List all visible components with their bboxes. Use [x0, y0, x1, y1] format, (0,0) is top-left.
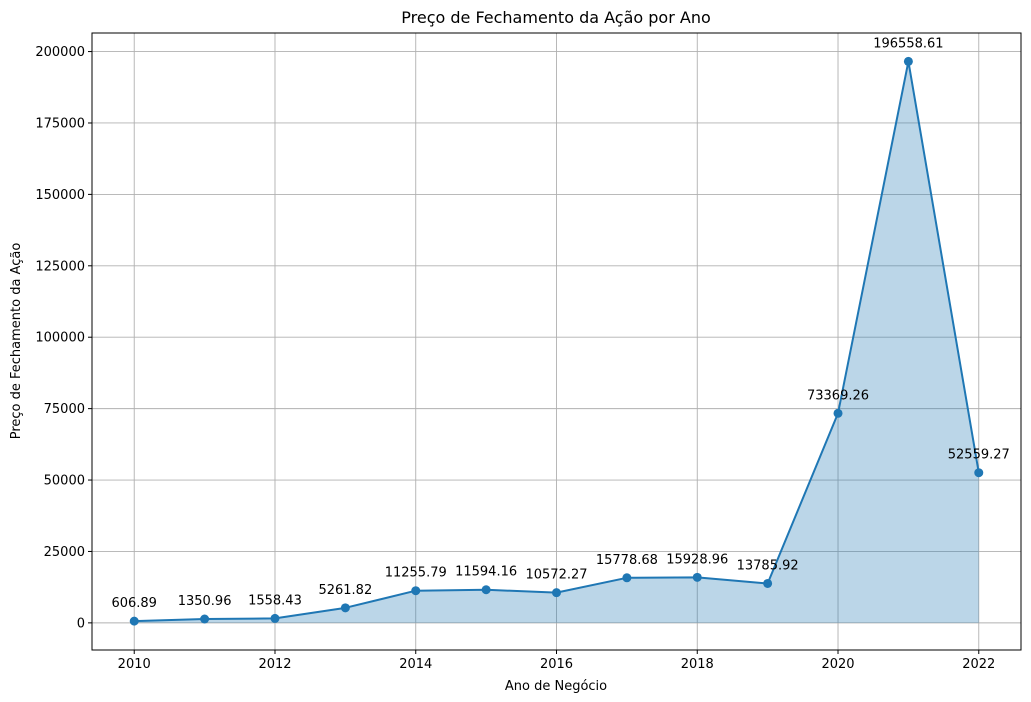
data-point	[340, 603, 350, 613]
x-tick-label: 2020	[821, 657, 854, 672]
y-tick-label: 200000	[35, 45, 85, 60]
area-fill	[134, 61, 979, 623]
x-axis-label: Ano de Negócio	[505, 679, 607, 694]
y-tick-label: 100000	[35, 331, 85, 346]
x-tick-label: 2018	[681, 657, 714, 672]
x-tick-label: 2012	[258, 657, 291, 672]
x-tick-label: 2016	[540, 657, 573, 672]
data-labels: 606.89 1350.96 1558.43 5261.82 11255.79 11594…	[111, 36, 1009, 611]
data-label: 196558.61	[873, 36, 943, 51]
area-fill-shape	[134, 61, 979, 623]
data-point	[833, 408, 843, 418]
data-label: 13785.92	[737, 558, 799, 573]
data-point	[763, 578, 773, 588]
y-tick-label: 0	[77, 616, 85, 631]
data-point	[411, 586, 421, 596]
data-label: 1350.96	[178, 594, 232, 609]
y-tick-label: 125000	[35, 259, 85, 274]
data-point	[129, 616, 139, 626]
y-tick-label: 175000	[35, 116, 85, 131]
chart-title: Preço de Fechamento da Ação por Ano	[401, 8, 711, 27]
y-tick-label: 50000	[44, 474, 85, 489]
data-label: 11255.79	[385, 566, 447, 581]
data-point	[903, 56, 913, 66]
x-tick-label: 2010	[118, 657, 151, 672]
data-label: 11594.16	[455, 565, 517, 580]
x-axis-ticks: 2010 2012 2014 2016 2018 2020 2022	[118, 650, 995, 672]
data-point	[692, 572, 702, 582]
data-point	[270, 613, 280, 623]
data-point	[552, 588, 561, 598]
data-point	[200, 614, 210, 624]
data-label: 52559.27	[948, 448, 1010, 463]
x-tick-label: 2022	[962, 657, 995, 672]
data-label: 73369.26	[807, 388, 869, 403]
y-axis-ticks: 0 25000 50000 75000 100000 125000 150000 175000…	[35, 45, 92, 631]
y-tick-label: 150000	[35, 188, 85, 203]
data-points	[129, 56, 984, 626]
y-axis-label: Preço de Fechamento da Ação	[9, 243, 24, 440]
data-point	[622, 573, 632, 583]
y-tick-label: 75000	[44, 402, 85, 417]
grid-lines	[92, 33, 1021, 650]
y-tick-label: 25000	[44, 545, 85, 560]
data-label: 15928.96	[666, 552, 728, 567]
data-label: 606.89	[111, 596, 157, 611]
data-label: 10572.27	[525, 568, 587, 583]
data-label: 5261.82	[318, 583, 372, 598]
data-label: 15778.68	[596, 553, 658, 568]
data-point	[481, 585, 491, 595]
x-tick-label: 2014	[399, 657, 432, 672]
data-point	[974, 468, 984, 478]
data-label: 1558.43	[248, 593, 302, 608]
